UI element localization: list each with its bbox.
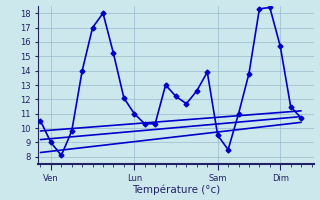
X-axis label: Température (°c): Température (°c): [132, 185, 220, 195]
